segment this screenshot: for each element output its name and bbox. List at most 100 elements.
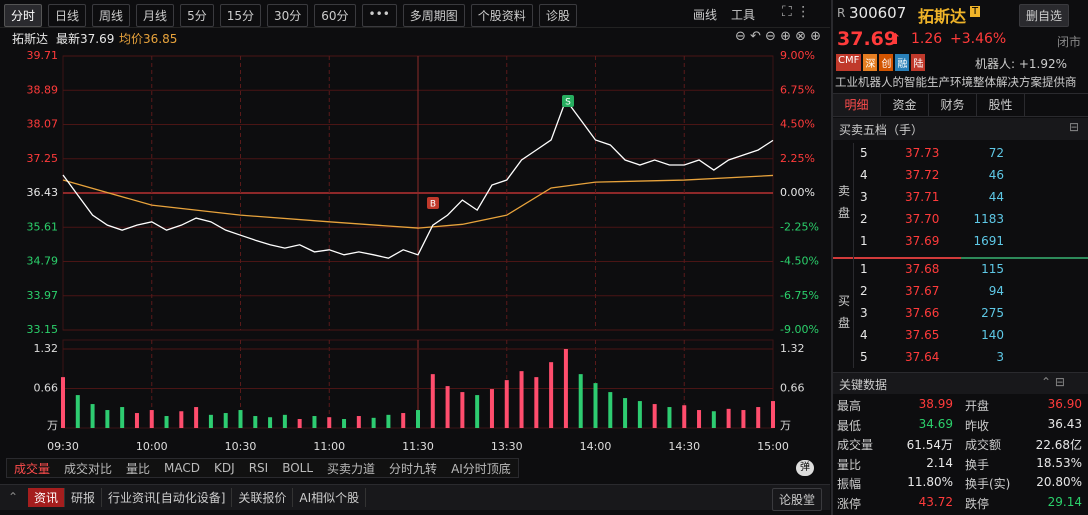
volume-bar: [327, 417, 332, 428]
volume-bar: [149, 410, 154, 428]
x-tick-label: 09:30: [47, 440, 79, 453]
level-price: 37.65: [905, 328, 940, 342]
level-index: 2: [860, 212, 868, 226]
indicator-tab[interactable]: 成交量: [14, 461, 51, 476]
period-button[interactable]: 诊股: [538, 4, 577, 27]
volume-bar: [504, 380, 509, 428]
level-index: 3: [860, 190, 868, 204]
indicator-tab[interactable]: KDJ: [214, 461, 235, 475]
volume-bar: [208, 414, 213, 428]
level-index: 3: [860, 306, 868, 320]
period-button[interactable]: 60分: [314, 4, 356, 27]
collapse-icon[interactable]: ⌃: [8, 490, 19, 504]
key-value: 18.53%: [1036, 455, 1082, 470]
book-divider-sell: [833, 257, 961, 259]
volume-bar: [356, 416, 361, 428]
x-tick-label: 10:00: [136, 440, 168, 453]
volume-bar: [771, 401, 775, 428]
key-label: 昨收: [965, 418, 990, 433]
key-label: 换手: [965, 457, 990, 472]
period-button[interactable]: 分时: [4, 4, 43, 27]
quote-pct: +3.46%: [950, 31, 1007, 47]
y-tick-label: 39.71: [27, 49, 59, 62]
bottom-tab[interactable]: AI相似个股: [293, 488, 367, 507]
volume-tick-label: 0.66: [34, 382, 59, 395]
book-collapse[interactable]: ⊟: [1069, 120, 1080, 134]
volume-bar: [253, 416, 258, 428]
sell-label: 卖盘: [838, 184, 851, 220]
stock-tag: 陆: [911, 54, 926, 71]
bottom-tab[interactable]: 关联报价: [232, 488, 294, 507]
level-price: 37.67: [905, 284, 940, 298]
indicator-tab[interactable]: MACD: [164, 461, 201, 475]
bottom-tab[interactable]: 研报: [65, 488, 103, 507]
key-label: 振幅: [837, 477, 862, 491]
forum-button[interactable]: 论股堂: [772, 488, 823, 511]
volume-bar: [711, 411, 716, 428]
indicator-tab[interactable]: AI分时顶底: [451, 461, 511, 476]
tool-button[interactable]: 工具: [731, 8, 756, 22]
bottom-tab[interactable]: 资讯: [28, 488, 66, 507]
stock-tags: CMF 深创融陆: [836, 54, 926, 71]
key-value: 38.99: [918, 397, 953, 411]
key-label: 最高: [837, 399, 862, 413]
indicator-tab[interactable]: BOLL: [282, 461, 314, 475]
level-volume: 94: [988, 284, 1004, 298]
level-price: 37.66: [905, 306, 940, 320]
y2-tick-label: -9.00%: [780, 323, 819, 336]
quote-tab[interactable]: 明细: [833, 94, 881, 116]
volume-unit-right: 万: [780, 419, 791, 432]
quote-price: 37.69: [837, 28, 898, 50]
quote-tab[interactable]: 财务: [929, 94, 977, 116]
indicator-tab[interactable]: RSI: [248, 461, 269, 475]
level-volume: 3: [996, 350, 1004, 364]
indicator-tab[interactable]: 量比: [126, 461, 151, 476]
volume-tick-label: 1.32: [34, 342, 59, 355]
market-prefix: R: [837, 6, 846, 20]
period-button[interactable]: 月线: [136, 4, 175, 27]
volume-bar: [430, 374, 435, 428]
quote-tab[interactable]: 股性: [977, 94, 1025, 116]
level-index: 1: [860, 234, 868, 248]
toggle[interactable]: 弹: [796, 460, 814, 476]
period-button[interactable]: 周线: [92, 4, 131, 27]
volume-bar: [268, 417, 273, 428]
bottom-tab[interactable]: 行业资讯[自动化设备]: [102, 488, 233, 507]
period-button[interactable]: 15分: [219, 4, 261, 27]
key-label: 成交额: [965, 438, 1002, 452]
volume-bar: [238, 410, 243, 428]
key-label: 开盘: [965, 399, 990, 413]
level-index: 4: [860, 168, 868, 182]
quote-tab[interactable]: 资金: [881, 94, 929, 116]
volume-tick-label-right: 1.32: [780, 342, 805, 355]
y2-tick-label: 9.00%: [780, 49, 815, 62]
period-button[interactable]: 30分: [266, 4, 309, 27]
period-button[interactable]: 多周期图: [402, 4, 465, 27]
y-tick-label: 36.43: [27, 186, 59, 199]
key-icons[interactable]: ⌃ ⊟: [1041, 375, 1065, 389]
remove-watch-button[interactable]: 删自选: [1019, 4, 1070, 27]
buy-label: 买盘: [838, 294, 851, 330]
volume-bar: [549, 362, 554, 428]
volume-bar: [623, 398, 628, 428]
indicator-tab[interactable]: 买卖力道: [327, 461, 376, 476]
level-index: 5: [860, 146, 868, 160]
y2-tick-label: 2.25%: [780, 152, 815, 165]
volume-bar: [667, 407, 672, 428]
volume-bar: [371, 417, 376, 428]
x-tick-label: 11:30: [402, 440, 434, 453]
level-price: 37.73: [905, 146, 940, 160]
volume-bar: [741, 410, 746, 428]
period-button[interactable]: •••: [361, 4, 397, 27]
indicator-tab[interactable]: 分时九转: [389, 461, 438, 476]
tool-button[interactable]: 画线: [693, 8, 718, 22]
level-price: 37.64: [905, 350, 940, 364]
chart-controls[interactable]: ⊖ ↶ ⊖ ⊕ ⊗ ⊕: [735, 29, 822, 44]
indicator-tab[interactable]: 成交对比: [64, 461, 113, 476]
period-button[interactable]: 5分: [180, 4, 214, 27]
level-price: 37.69: [905, 234, 940, 248]
period-button[interactable]: 个股资料: [470, 4, 533, 27]
t-badge: T: [970, 6, 981, 17]
period-button[interactable]: 日线: [48, 4, 87, 27]
